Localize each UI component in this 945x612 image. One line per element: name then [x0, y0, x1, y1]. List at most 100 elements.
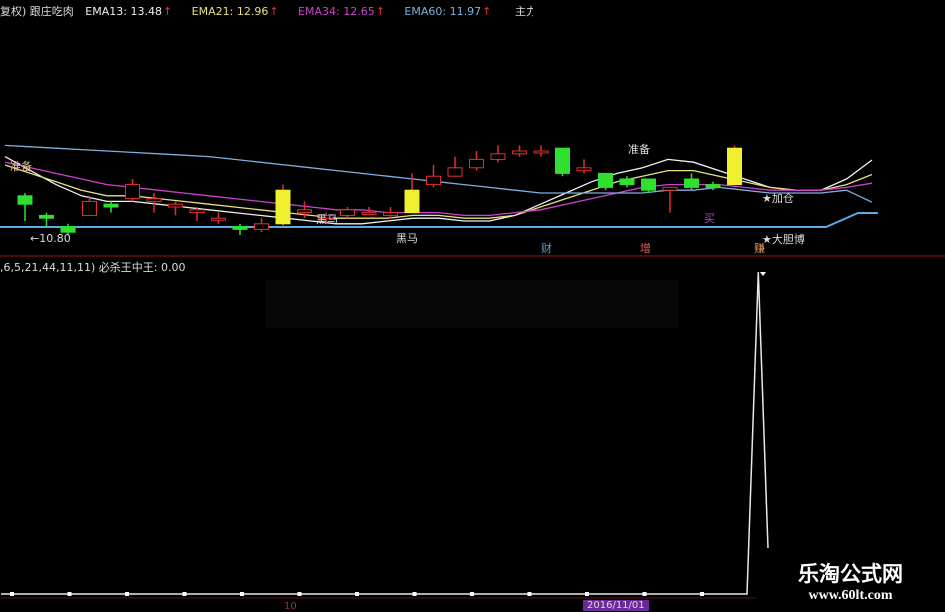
candle: [103, 201, 119, 213]
annotation-add-position: ★加仓: [762, 192, 794, 205]
indicator-point: [125, 592, 129, 596]
candle-body: [555, 147, 570, 174]
candle: [404, 173, 420, 214]
candle: [490, 145, 506, 163]
candle-body: [318, 214, 334, 219]
candle-body: [490, 153, 506, 160]
x-axis-date-cursor: 2016/11/01: [583, 600, 649, 611]
annotation-dark-horse-2: 黑马: [396, 232, 418, 245]
indicator-point: [412, 592, 417, 596]
candle: [576, 159, 592, 174]
indicator-header: ,6,5,21,44,11,11) 必杀王中王: 0.00: [0, 261, 186, 274]
candle-body: [297, 209, 312, 214]
annotation-buy: 买: [704, 212, 715, 225]
indicator-point: [700, 592, 704, 596]
low-price-label: ←10.80: [30, 232, 71, 245]
candle: [447, 156, 463, 177]
candle-body: [619, 178, 635, 186]
ema-line-ema34: [4, 161, 873, 217]
x-axis-label: 10: [284, 601, 297, 612]
indicator-point: [240, 592, 244, 596]
candle: [512, 145, 527, 157]
annotation-wealth: 财: [541, 242, 552, 255]
candle: [662, 186, 678, 213]
candle-body: [275, 189, 291, 225]
indicator-point: [182, 592, 187, 596]
indicator-point: [527, 592, 532, 596]
candle-body: [189, 209, 205, 214]
candle-body: [254, 223, 269, 230]
candle: [469, 151, 484, 171]
candle-body: [533, 150, 549, 154]
ema60-label: EMA60: 11.97↑: [404, 5, 492, 18]
candle-body: [512, 150, 527, 155]
candle-body: [383, 212, 398, 216]
indicator-point: [297, 592, 302, 596]
candle: [619, 176, 635, 188]
candle: [189, 207, 205, 221]
indicator-point: [67, 592, 72, 596]
candle: [361, 207, 377, 216]
right-label: 主力: [515, 5, 537, 18]
candle-body: [662, 186, 678, 191]
candle-body: [82, 200, 97, 216]
indicator-point: [642, 592, 647, 596]
annotation-ready-2: 准备: [628, 143, 650, 156]
candle: [60, 223, 76, 235]
candle: [727, 145, 742, 186]
candle: [168, 201, 183, 216]
candle: [684, 173, 699, 191]
watermark-url: www.60lt.com: [808, 588, 893, 603]
candle-body: [146, 198, 162, 202]
candle-body: [684, 178, 699, 188]
candle-body: [168, 203, 183, 208]
candle: [426, 165, 441, 188]
indicator-peak-marker: [760, 272, 766, 276]
candle-body: [447, 167, 463, 177]
candle-body: [727, 147, 742, 186]
candle: [275, 184, 291, 227]
candle-body: [232, 226, 248, 230]
candle: [641, 178, 656, 193]
candle-body: [211, 217, 226, 221]
candle-body: [361, 212, 377, 216]
ema34-label: EMA34: 12.65↑: [298, 5, 385, 18]
candle: [232, 223, 248, 235]
ema21-label: EMA21: 12.96↑: [191, 5, 279, 18]
occluding-block: [266, 280, 678, 328]
indicator-point: [355, 592, 359, 596]
candle-body: [426, 175, 441, 186]
candle: [146, 193, 162, 213]
candle-body: [469, 158, 484, 169]
formula-title: 复权) 跟庄吃肉: [0, 5, 74, 18]
arrow-up-icon: ↑: [375, 5, 385, 18]
candle: [17, 193, 33, 221]
candle-body: [641, 178, 656, 191]
candle-body: [17, 195, 33, 205]
candle: [297, 201, 312, 219]
candle-body: [404, 189, 420, 214]
candle-body: [705, 184, 721, 188]
candle-body: [598, 172, 613, 188]
candle: [318, 212, 334, 224]
annotation-ready: 准备: [10, 160, 32, 173]
candle-body: [39, 214, 54, 219]
annotation-bold-bet: ★大胆博: [762, 233, 805, 246]
support-line: [0, 212, 878, 228]
indicator-line: [1, 271, 781, 595]
annotation-earn: 赚: [754, 242, 765, 255]
candle-body: [576, 167, 592, 172]
candle-body: [103, 203, 119, 208]
arrow-up-icon: ↑: [162, 5, 173, 18]
candle: [211, 212, 226, 224]
indicator-point: [585, 592, 589, 596]
candle: [340, 207, 355, 219]
candle-body: [125, 184, 140, 200]
indicator-point: [10, 592, 14, 596]
occluding-block: [533, 0, 945, 140]
candle: [125, 179, 140, 202]
candle: [39, 212, 54, 227]
main-chart-header: 复权) 跟庄吃肉 EMA13: 13.48↑ EMA21: 12.96↑ EMA…: [0, 3, 507, 19]
arrow-up-icon: ↑: [482, 5, 492, 18]
